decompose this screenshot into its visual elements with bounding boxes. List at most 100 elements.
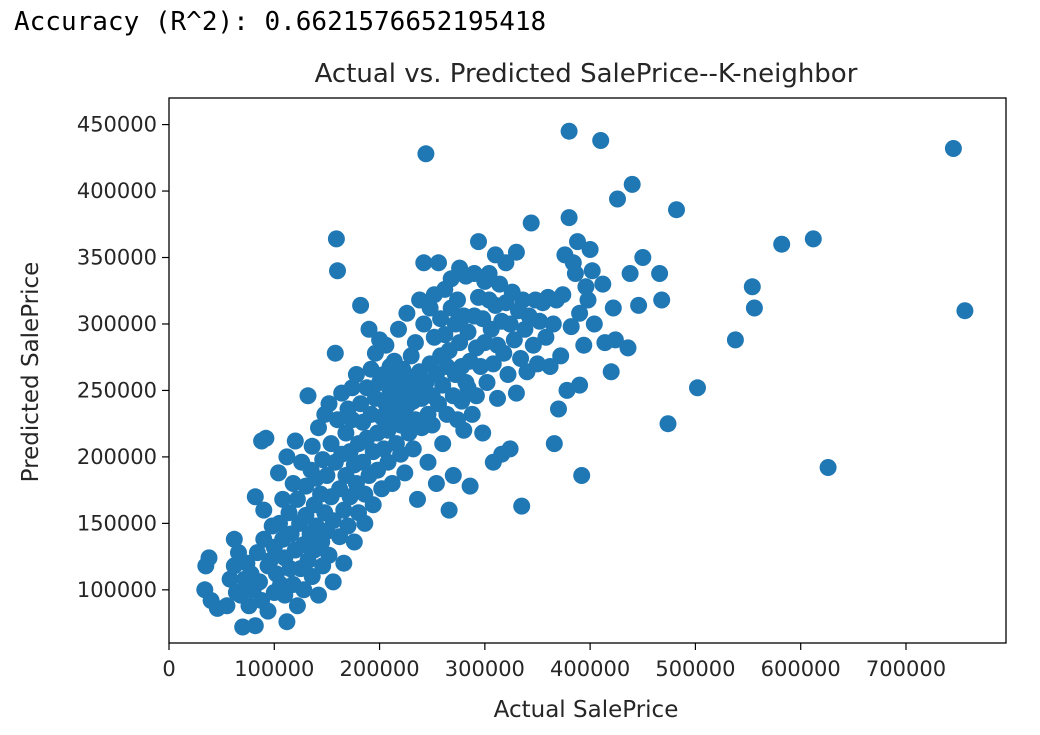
scatter-point [604, 299, 622, 317]
scatter-point [409, 490, 426, 508]
scatter-point [569, 233, 586, 251]
scatter-point [819, 459, 837, 476]
scatter-point [478, 374, 496, 391]
scatter-point [356, 514, 374, 532]
y-tick-label: 350000 [77, 246, 157, 270]
x-tick-label: 400000 [550, 657, 630, 681]
scatter-point [505, 331, 523, 349]
scatter-point [497, 254, 515, 272]
scatter-point [463, 405, 481, 423]
scatter-point [415, 254, 433, 272]
scatter-point [575, 336, 593, 354]
scatter-point [581, 241, 599, 258]
plot-frame [168, 97, 1007, 644]
scatter-point [345, 533, 363, 551]
scatter-point [318, 467, 336, 484]
y-axis: 100000 150000 200000 250000 300000 350000 4000… [77, 113, 169, 602]
scatter-point [406, 334, 424, 352]
scatter-point [566, 265, 584, 282]
scatter-point [337, 424, 355, 442]
y-tick-label: 150000 [77, 511, 157, 535]
scatter-point [396, 464, 414, 482]
scatter-point [303, 437, 321, 455]
x-axis-label: Actual SalePrice [494, 697, 679, 723]
scatter-point [379, 453, 397, 471]
x-axis: 0 100000 200000 300000 400000 500000 600000 700… [162, 643, 946, 681]
scatter-point [545, 435, 563, 453]
scatter-point [544, 315, 562, 333]
scatter-point [221, 570, 239, 588]
x-tick-label: 100000 [234, 657, 314, 681]
scatter-point [427, 475, 445, 492]
scatter-point [303, 568, 321, 585]
scatter-point [270, 464, 287, 482]
y-axis-label: Predicted SalePrice [18, 262, 44, 483]
scatter-point [299, 387, 317, 405]
scatter-point [514, 291, 532, 309]
scatter-point [606, 331, 624, 349]
scatter-point [609, 190, 626, 208]
scatter-point [434, 435, 452, 453]
scatter-point [585, 315, 603, 333]
scatter-point [495, 344, 513, 362]
scatter-point [480, 265, 498, 282]
scatter-point [354, 453, 372, 471]
scatter-point [745, 299, 763, 317]
scatter-point [434, 376, 452, 394]
scatter-point [398, 304, 416, 322]
scatter-point [956, 302, 974, 320]
scatter-point [743, 278, 761, 296]
scatter-point [200, 549, 218, 567]
x-tick-label: 600000 [761, 657, 841, 681]
scatter-point [659, 415, 677, 433]
scatter-point [362, 360, 380, 378]
scatter-point [352, 395, 370, 413]
scatter-point [476, 334, 494, 352]
scatter-point [529, 355, 546, 373]
scatter-point [261, 552, 279, 570]
scatter-point [259, 602, 277, 620]
scatter-point [668, 201, 685, 219]
scatter-point [623, 175, 641, 193]
chart-title: Actual vs. Predicted SalePrice--K-neighb… [315, 59, 858, 89]
scatter-point [347, 366, 365, 383]
scatter-point [630, 296, 648, 314]
x-tick-label: 300000 [445, 657, 525, 681]
scatter-point [501, 440, 519, 458]
scatter-point [444, 467, 462, 484]
scatter-point [310, 586, 327, 604]
scatter-point [432, 310, 450, 328]
scatter-point [550, 400, 567, 418]
scatter-point [255, 501, 273, 519]
scatter-point [531, 312, 549, 330]
y-tick-label: 100000 [77, 578, 157, 602]
scatter-point [288, 490, 306, 508]
scatter-point [689, 379, 706, 397]
scatter-point [417, 145, 435, 163]
scatter-point [592, 132, 610, 149]
scatter-point [322, 435, 340, 453]
scatter-point [327, 230, 345, 248]
scatter-point [804, 230, 822, 248]
scatter-point [467, 387, 485, 405]
scatter-point [552, 347, 570, 365]
scatter-point [453, 392, 471, 410]
scatter-point [419, 453, 437, 471]
y-tick-label: 250000 [77, 378, 157, 402]
scatter-point [329, 262, 346, 280]
scatter-point [352, 296, 370, 314]
scatter-point [583, 262, 601, 280]
scatter-point [619, 339, 637, 357]
scatter-point [360, 320, 378, 338]
scatter-point [390, 320, 407, 338]
x-tick-label: 0 [162, 657, 175, 681]
scatter-point [377, 336, 395, 354]
scatter-point [436, 326, 454, 344]
y-tick-label: 200000 [77, 445, 157, 469]
scatter-point [218, 597, 236, 615]
scatter-point [579, 291, 597, 309]
scatter-point [562, 318, 580, 336]
y-tick-label: 400000 [77, 179, 157, 203]
scatter-point [284, 475, 302, 492]
scatter-point [295, 581, 313, 599]
